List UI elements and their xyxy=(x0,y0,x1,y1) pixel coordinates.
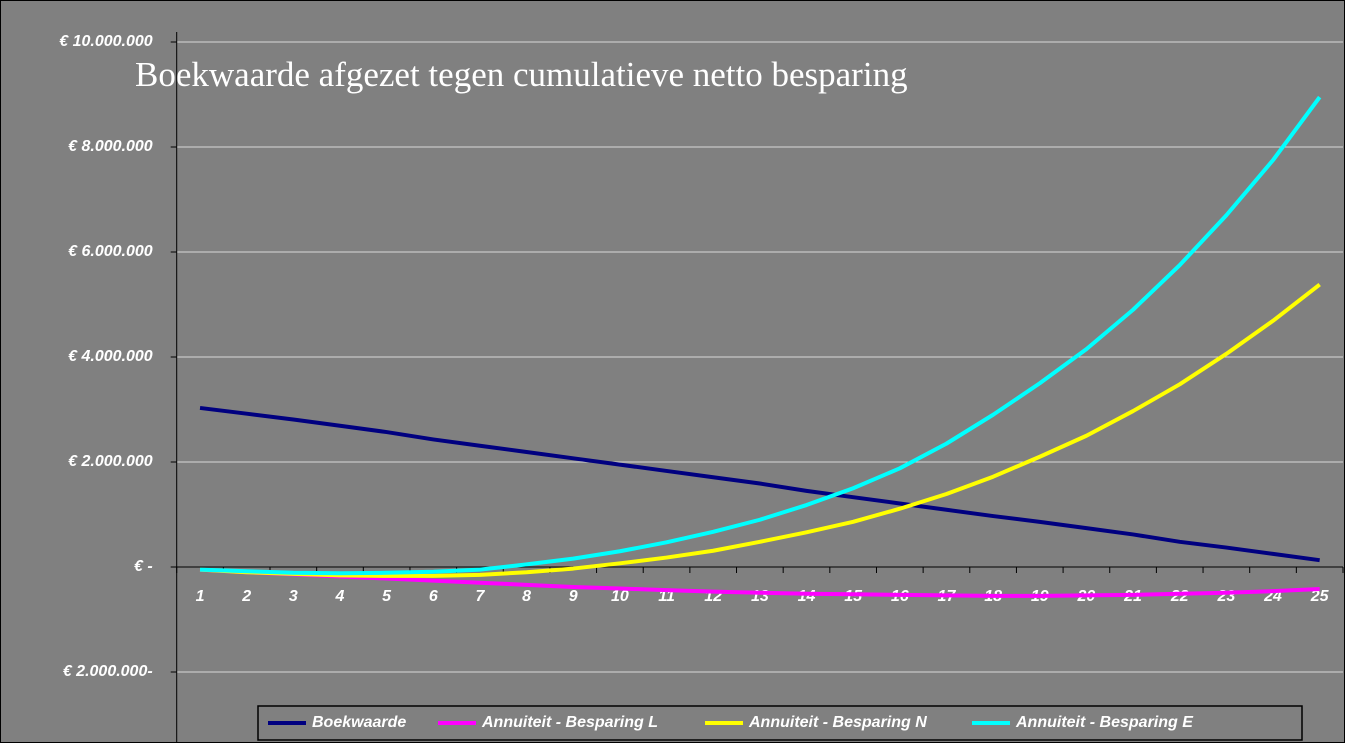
y-tick-label: € - xyxy=(134,558,153,575)
series-line xyxy=(199,95,1322,576)
legend-label: Annuiteit - Besparing E xyxy=(1015,714,1194,731)
y-tick-label: € 2.000.000- xyxy=(63,663,153,680)
x-tick-label: 3 xyxy=(289,588,298,605)
x-tick-label: 8 xyxy=(522,588,531,605)
x-tick-label: 1 xyxy=(196,588,205,605)
x-tick-label: 14 xyxy=(798,588,816,605)
y-tick-label: € 4.000.000 xyxy=(68,348,153,365)
y-tick-label: € 6.000.000 xyxy=(68,243,153,260)
x-tick-label: 9 xyxy=(569,588,578,605)
x-tick-label: 4 xyxy=(335,588,345,605)
series-line xyxy=(199,405,1320,563)
y-tick-label: € 10.000.000 xyxy=(59,33,153,50)
y-tick-label: € 8.000.000 xyxy=(68,138,153,155)
legend-label: Boekwaarde xyxy=(312,714,406,731)
legend-label: Annuiteit - Besparing N xyxy=(748,714,927,731)
x-tick-label: 15 xyxy=(844,588,863,605)
x-tick-label: 6 xyxy=(429,588,438,605)
series-line xyxy=(199,282,1321,578)
x-tick-label: 7 xyxy=(475,588,485,605)
x-tick-label: 11 xyxy=(658,588,675,605)
y-tick-label: € 2.000.000 xyxy=(68,453,153,470)
x-tick-label: 25 xyxy=(1310,588,1330,605)
x-tick-label: 2 xyxy=(241,588,251,605)
series-line xyxy=(199,567,1320,598)
chart-title: Boekwaarde afgezet tegen cumulatieve net… xyxy=(135,55,908,94)
x-tick-label: 5 xyxy=(382,588,392,605)
x-tick-label: 22 xyxy=(1170,588,1189,605)
legend-box xyxy=(257,705,1303,741)
x-tick-label: 10 xyxy=(611,588,629,605)
legend-label: Annuiteit - Besparing L xyxy=(481,714,658,731)
